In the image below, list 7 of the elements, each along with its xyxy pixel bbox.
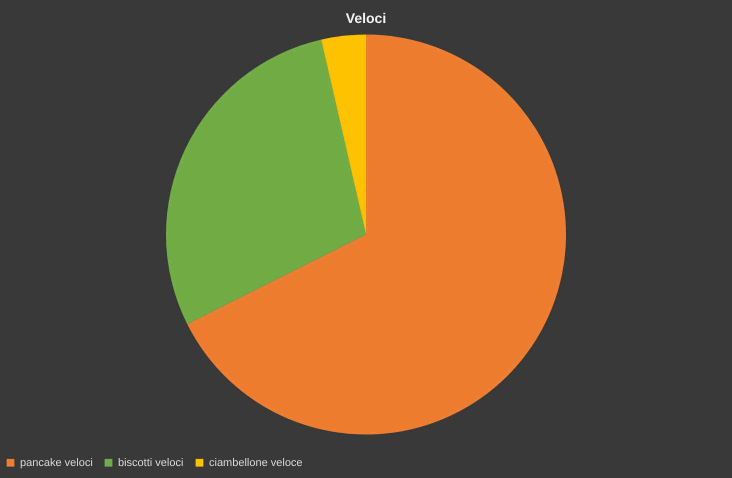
pie-slice [166, 40, 366, 324]
pie-slice [321, 34, 366, 234]
legend-label: ciambellone veloce [209, 456, 303, 469]
chart-title: Veloci [346, 10, 386, 26]
legend-label: pancake veloci [20, 456, 93, 469]
pie-slice [187, 34, 566, 434]
legend-label: biscotti veloci [118, 456, 184, 469]
